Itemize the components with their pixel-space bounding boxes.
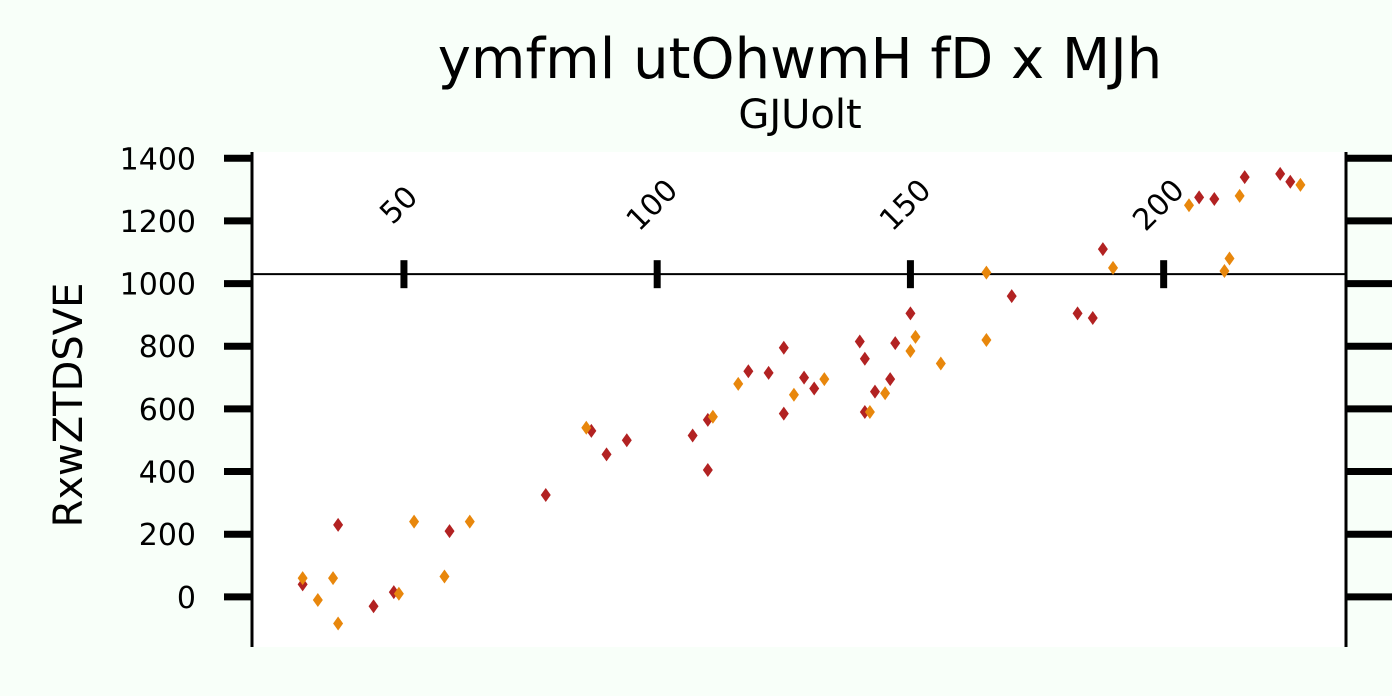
data-point-series-1	[859, 405, 870, 420]
data-point-series-2	[707, 409, 718, 424]
data-point-series-1	[1285, 174, 1296, 189]
data-point-series-2	[1295, 177, 1306, 192]
data-point-series-1	[1097, 242, 1108, 257]
data-point-series-1	[763, 365, 774, 380]
data-point-series-2	[464, 514, 475, 529]
data-point-series-2	[935, 356, 946, 371]
data-point-series-1	[859, 351, 870, 366]
data-point-series-1	[1072, 306, 1083, 321]
data-point-series-1	[869, 384, 880, 399]
data-point-series-2	[910, 329, 921, 344]
data-point-series-2	[1224, 251, 1235, 266]
data-point-series-2	[905, 343, 916, 358]
data-point-series-1	[1194, 190, 1205, 205]
y-tick-label: 400	[139, 456, 196, 491]
data-point-series-2	[819, 372, 830, 387]
data-point-series-1	[905, 306, 916, 321]
data-point-series-1	[890, 336, 901, 351]
y-tick-label: 0	[177, 581, 196, 616]
y-tick-label: 800	[139, 330, 196, 365]
data-point-series-2	[297, 571, 308, 586]
chart-title: ymfml utOhwmH fD x MJh	[438, 27, 1163, 92]
data-point-series-1	[333, 517, 344, 532]
data-point-series-2	[312, 593, 323, 608]
data-point-series-2	[981, 332, 992, 347]
data-point-series-1	[743, 364, 754, 379]
y-tick-label: 1400	[120, 142, 196, 177]
data-point-series-2	[880, 386, 891, 401]
data-point-series-1	[854, 334, 865, 349]
data-point-series-1	[1006, 289, 1017, 304]
data-point-series-2	[333, 616, 344, 631]
data-point-series-1	[778, 340, 789, 355]
data-point-series-1	[1209, 191, 1220, 206]
plot-area	[252, 152, 1346, 647]
chart-subtitle: GJUolt	[738, 92, 861, 138]
data-point-series-1	[687, 428, 698, 443]
data-point-series-1	[540, 488, 551, 503]
data-point-series-1	[368, 599, 379, 614]
data-points	[297, 166, 1306, 631]
data-point-series-1	[444, 524, 455, 539]
data-point-series-1	[885, 372, 896, 387]
y-tick-label: 1200	[120, 205, 196, 240]
data-point-series-2	[981, 265, 992, 280]
data-point-series-2	[1219, 264, 1230, 279]
data-point-series-2	[1183, 198, 1194, 213]
data-point-series-1	[621, 433, 632, 448]
data-point-series-1	[1275, 166, 1286, 181]
data-point-series-1	[799, 370, 810, 385]
data-point-series-2	[864, 405, 875, 420]
data-point-series-2	[581, 420, 592, 435]
y-axis-label: RxwZTDSVE	[46, 283, 92, 528]
y-tick-label: 600	[139, 393, 196, 428]
data-point-series-1	[1239, 170, 1250, 185]
data-point-series-2	[328, 571, 339, 586]
y-tick-label: 200	[139, 518, 196, 553]
data-point-series-2	[409, 514, 420, 529]
data-point-series-2	[393, 586, 404, 601]
data-point-series-2	[788, 387, 799, 402]
data-point-series-2	[1234, 188, 1245, 203]
data-point-series-2	[1108, 260, 1119, 275]
data-point-series-1	[702, 462, 713, 477]
data-point-series-2	[439, 569, 450, 584]
data-point-series-1	[778, 406, 789, 421]
data-point-series-2	[733, 376, 744, 391]
data-point-series-1	[601, 447, 612, 462]
data-point-series-1	[809, 381, 820, 396]
data-point-series-1	[1087, 311, 1098, 326]
y-tick-label: 1000	[120, 268, 196, 303]
